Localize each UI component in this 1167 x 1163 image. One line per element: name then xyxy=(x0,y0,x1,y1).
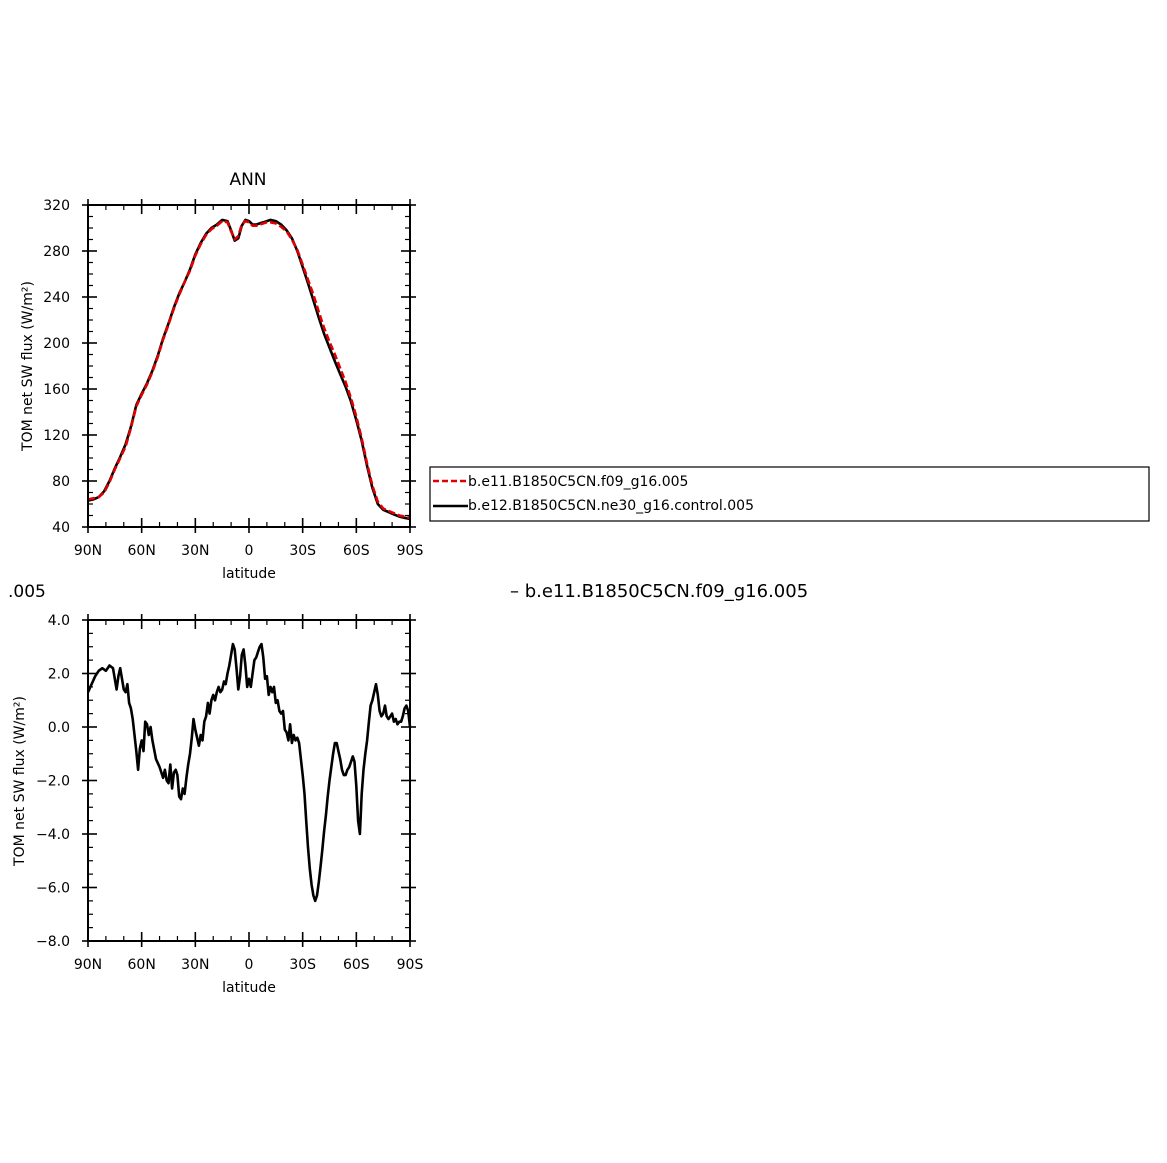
x-tick-label: 30N xyxy=(181,957,209,973)
x-ticks-top: 90N 60N 30N 0 30S 60S 90S xyxy=(74,199,424,559)
x-tick-label: 30S xyxy=(289,957,316,973)
x-tick-label: 30S xyxy=(289,543,316,559)
y-tick-label: 40 xyxy=(52,520,70,536)
series-layer-bottom xyxy=(86,642,412,903)
x-ticks-bottom: 90N 60N 30N 0 30S 60S 90S xyxy=(74,614,424,973)
xlabel-top: latitude xyxy=(222,566,276,582)
y-tick-label: −8.0 xyxy=(36,934,70,950)
legend-box xyxy=(429,466,1150,522)
y-ticks-top: 40 80 120 160 200 240 280 320 xyxy=(43,198,416,536)
x-tick-label: 90S xyxy=(397,957,424,973)
xlabel-bottom: latitude xyxy=(222,980,276,996)
series-line-top-0 xyxy=(87,219,411,520)
x-tick-label: 60N xyxy=(128,543,156,559)
x-tick-label: 60S xyxy=(343,957,370,973)
legend-label-1: b.e11.B1850C5CN.f09_g16.005 xyxy=(468,474,688,490)
y-tick-label: −2.0 xyxy=(36,774,70,790)
y-tick-label: 4.0 xyxy=(48,613,70,629)
x-tick-label: 90N xyxy=(74,543,102,559)
y-tick-label: 160 xyxy=(43,382,70,398)
x-tick-label: 90S xyxy=(397,543,424,559)
y-tick-label: 120 xyxy=(43,428,70,444)
y-ticks-bottom: −8.0 −6.0 −4.0 −2.0 0.0 2.0 4.0 xyxy=(36,613,416,950)
fragment-left-text: .005 xyxy=(8,582,46,602)
title-top: ANN xyxy=(229,170,266,190)
y-tick-label: 280 xyxy=(43,244,70,260)
x-tick-label: 30N xyxy=(181,543,209,559)
y-tick-label: 80 xyxy=(52,474,70,490)
x-tick-label: 0 xyxy=(245,957,254,973)
x-tick-label: 60N xyxy=(128,957,156,973)
legend: b.e11.B1850C5CN.f09_g16.005 b.e12.B1850C… xyxy=(429,466,1150,522)
ylabel-top: TOM net SW flux (W/m²) xyxy=(20,281,36,452)
y-tick-label: 320 xyxy=(43,198,70,214)
legend-label-2: b.e12.B1850C5CN.ne30_g16.control.005 xyxy=(468,498,754,514)
panel-bottom: −8.0 −6.0 −4.0 −2.0 0.0 2.0 4.0 90N 60N 30N 0 30S 6… xyxy=(12,613,423,996)
x-tick-label: 0 xyxy=(245,543,254,559)
y-tick-label: 2.0 xyxy=(48,667,70,683)
y-tick-label: 200 xyxy=(43,336,70,352)
y-tick-label: −6.0 xyxy=(36,881,70,897)
fragment-right-text: – b.e11.B1850C5CN.f09_g16.005 xyxy=(510,581,808,602)
x-tick-label: 60S xyxy=(343,543,370,559)
y-tick-label: 0.0 xyxy=(48,720,70,736)
panel-top: ANN 40 80 120 160 200 240 280 320 90N 60N 30N 0 30S… xyxy=(20,170,423,582)
x-tick-label: 90N xyxy=(74,957,102,973)
series-layer-top xyxy=(87,218,411,521)
series-line-bottom-0 xyxy=(86,642,412,903)
y-tick-label: 240 xyxy=(43,290,70,306)
ylabel-bottom: TOM net SW flux (W/m²) xyxy=(12,696,28,867)
y-tick-label: −4.0 xyxy=(36,827,70,843)
